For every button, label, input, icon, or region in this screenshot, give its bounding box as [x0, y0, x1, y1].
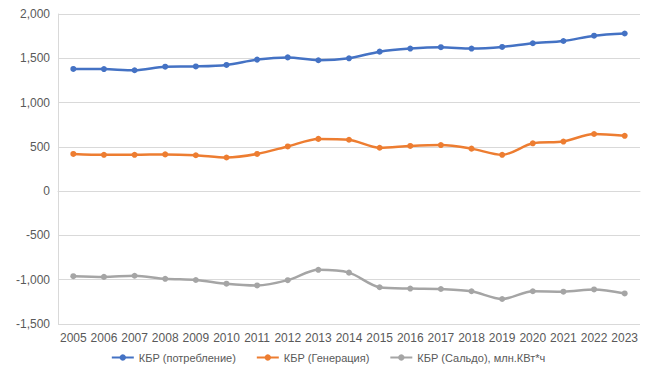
- svg-text:-1,000: -1,000: [16, 273, 50, 287]
- svg-text:1,500: 1,500: [20, 51, 50, 65]
- svg-text:2016: 2016: [397, 331, 424, 345]
- svg-text:2010: 2010: [213, 331, 240, 345]
- svg-text:-500: -500: [26, 228, 50, 242]
- svg-text:2017: 2017: [428, 331, 455, 345]
- svg-text:500: 500: [30, 140, 50, 154]
- svg-text:2007: 2007: [121, 331, 148, 345]
- svg-text:2019: 2019: [489, 331, 516, 345]
- svg-text:2012: 2012: [274, 331, 301, 345]
- svg-text:2018: 2018: [458, 331, 485, 345]
- svg-text:КБР (Генерация): КБР (Генерация): [284, 352, 370, 364]
- svg-text:1,000: 1,000: [20, 96, 50, 110]
- svg-text:2005: 2005: [60, 331, 87, 345]
- svg-text:2009: 2009: [182, 331, 209, 345]
- svg-text:КБР (потребление): КБР (потребление): [139, 352, 236, 364]
- svg-text:2011: 2011: [244, 331, 270, 345]
- svg-text:2013: 2013: [305, 331, 332, 345]
- svg-text:2015: 2015: [366, 331, 393, 345]
- svg-text:2022: 2022: [581, 331, 608, 345]
- svg-text:-1,500: -1,500: [16, 317, 50, 331]
- svg-text:2008: 2008: [152, 331, 179, 345]
- svg-text:2014: 2014: [336, 331, 363, 345]
- svg-text:2023: 2023: [611, 331, 638, 345]
- svg-text:0: 0: [43, 184, 50, 198]
- svg-text:КБР (Сальдо), млн.КВт*ч: КБР (Сальдо), млн.КВт*ч: [417, 352, 545, 364]
- svg-text:2020: 2020: [519, 331, 546, 345]
- svg-text:2006: 2006: [91, 331, 118, 345]
- svg-text:2021: 2021: [550, 331, 577, 345]
- svg-text:2,000: 2,000: [20, 7, 50, 21]
